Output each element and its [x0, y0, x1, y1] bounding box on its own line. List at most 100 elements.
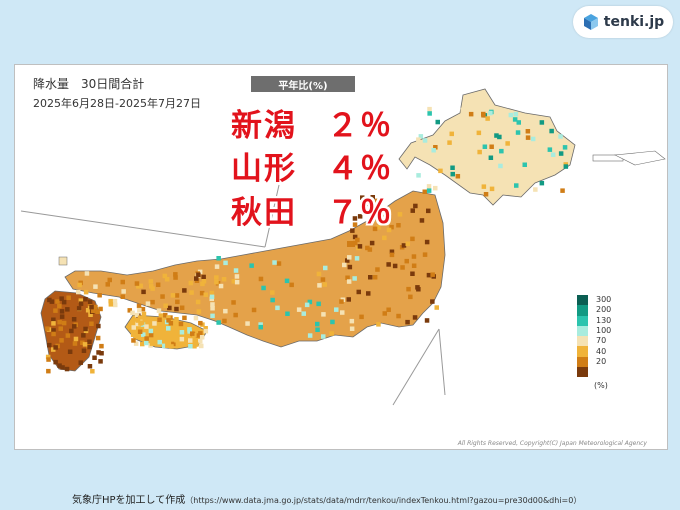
station-marker [182, 315, 187, 321]
station-marker [78, 360, 83, 365]
station-marker [355, 237, 360, 243]
station-marker [443, 142, 448, 148]
station-marker [210, 313, 215, 319]
station-marker [99, 351, 104, 356]
station-marker [187, 329, 192, 334]
station-marker [45, 354, 51, 360]
station-marker [320, 277, 326, 282]
station-marker [434, 305, 439, 310]
legend-label: 200 [596, 305, 612, 315]
station-marker [152, 321, 157, 326]
station-marker [482, 144, 488, 149]
station-marker [527, 162, 532, 168]
station-marker [69, 328, 74, 334]
station-marker [525, 129, 531, 134]
station-marker [65, 307, 70, 312]
station-marker [346, 279, 352, 284]
station-marker [315, 327, 320, 332]
station-marker [386, 262, 391, 267]
station-marker [57, 319, 62, 325]
station-marker [209, 290, 215, 296]
station-marker [136, 303, 142, 309]
station-marker [352, 234, 358, 240]
station-marker [51, 321, 56, 326]
station-marker [481, 111, 486, 117]
station-marker [527, 175, 533, 180]
station-marker [426, 188, 432, 193]
station-marker [382, 311, 387, 316]
station-marker [374, 198, 380, 204]
station-marker [214, 264, 220, 269]
station-marker [190, 331, 195, 336]
station-marker [354, 256, 360, 261]
station-marker [121, 289, 126, 294]
station-marker [447, 140, 452, 145]
station-marker [164, 277, 170, 282]
station-marker [416, 173, 421, 178]
station-marker [66, 295, 71, 300]
station-marker [301, 311, 306, 316]
station-marker [322, 282, 327, 287]
station-marker [512, 117, 518, 122]
station-marker [349, 326, 355, 331]
station-marker [162, 343, 167, 349]
station-marker [400, 265, 405, 270]
station-marker [415, 285, 420, 290]
station-marker [198, 339, 203, 344]
station-marker [480, 138, 486, 144]
station-marker [196, 309, 202, 314]
legend-swatch [577, 367, 588, 378]
station-marker [105, 282, 110, 287]
station-marker [223, 260, 228, 266]
ratio-badge: 平年比(%) [251, 76, 355, 92]
island [58, 256, 68, 266]
station-marker [396, 313, 401, 319]
station-marker [285, 311, 290, 316]
station-marker [160, 294, 165, 299]
legend-swatch [577, 315, 588, 326]
station-marker [353, 240, 358, 246]
station-marker [516, 120, 521, 125]
station-marker [97, 293, 102, 298]
station-marker [412, 315, 418, 320]
station-marker [367, 247, 373, 252]
station-marker [46, 357, 51, 362]
station-marker [360, 195, 365, 200]
station-marker [53, 308, 58, 313]
station-marker [80, 340, 85, 345]
tenki-logo[interactable]: tenki.jp [573, 6, 673, 38]
station-marker [563, 164, 569, 169]
station-marker [368, 275, 373, 280]
station-marker [168, 321, 174, 326]
station-marker [410, 271, 415, 276]
station-marker [166, 315, 171, 320]
station-marker [270, 290, 275, 295]
station-marker [85, 308, 91, 313]
station-marker [296, 307, 302, 312]
station-marker [339, 299, 344, 304]
station-marker [558, 134, 563, 139]
copyright: All Rights Reserved, Copyright(C) Japan … [457, 440, 647, 447]
station-marker [270, 297, 275, 303]
station-marker [550, 152, 556, 157]
station-marker [214, 275, 219, 280]
station-marker [95, 335, 101, 341]
station-marker [174, 317, 179, 322]
station-marker [156, 308, 162, 313]
station-marker [345, 258, 350, 263]
station-marker [51, 328, 56, 333]
station-marker [316, 271, 322, 277]
legend-row [577, 367, 611, 378]
map-panel: 降水量 30日間合計 2025年6月28日-2025年7月27日 平年比(%) … [14, 64, 668, 450]
station-marker [61, 299, 67, 305]
station-marker [522, 162, 527, 167]
station-marker [59, 314, 65, 319]
highlight-value: ２％ [327, 108, 393, 144]
station-marker [141, 289, 146, 295]
station-marker [96, 323, 101, 329]
station-marker [405, 241, 410, 246]
station-marker [166, 326, 171, 331]
station-marker [140, 341, 145, 347]
station-marker [404, 258, 409, 264]
station-marker [430, 272, 435, 277]
